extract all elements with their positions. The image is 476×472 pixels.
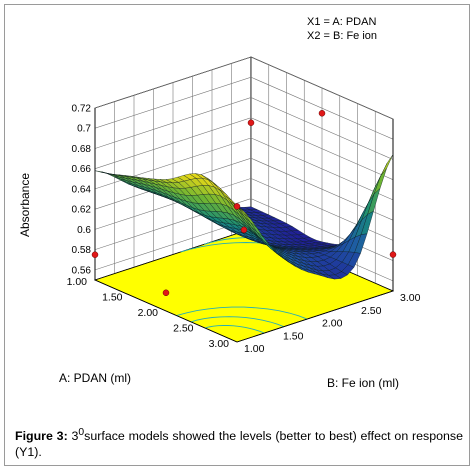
- legend-line-x2: X2 = B: Fe ion: [307, 30, 378, 42]
- axes-box: [93, 56, 395, 343]
- design-point: [162, 289, 170, 297]
- surface-plot: 0.56 0.58 0.6 0.62 0.64 0.66 0.68 0.7 0.72 1.00 1.…: [18, 56, 421, 391]
- x-axis-title: A: PDAN (ml): [59, 371, 131, 385]
- tick-label-pdan: 3.00: [209, 338, 230, 350]
- floor-contour-line: [204, 325, 265, 334]
- caption-label: Figure 3:: [15, 429, 68, 444]
- design-point: [233, 203, 241, 210]
- tick-label-absorbance: 0.72: [72, 104, 92, 115]
- factor-legend: X1 = A: PDAN X2 = B: Fe ion: [307, 15, 377, 43]
- tick-label-pdan: 1.50: [102, 292, 123, 304]
- tick-label-absorbance: 0.66: [72, 164, 92, 175]
- figure-panel: 0.56 0.58 0.6 0.62 0.64 0.66 0.68 0.7 0.72 1.00 1.…: [4, 4, 470, 466]
- tick-label-absorbance: 0.7: [77, 124, 91, 135]
- legend-line-x1: X1 = A: PDAN: [307, 16, 377, 28]
- caption-prefix: 3: [71, 429, 79, 444]
- tick-label-absorbance: 0.64: [72, 184, 92, 195]
- z-axis-title: Absorbance: [18, 173, 32, 237]
- tick-label-absorbance: 0.58: [72, 245, 92, 256]
- design-point: [318, 110, 326, 117]
- tick-label-pdan: 2.50: [173, 323, 194, 335]
- axis-edge: [236, 290, 394, 343]
- gridline-z: [94, 97, 394, 160]
- gridline-z: [94, 178, 394, 241]
- gridline-z: [94, 117, 394, 180]
- design-point: [240, 226, 248, 234]
- response-surface: [94, 154, 394, 280]
- tick-label-fe: 1.00: [244, 343, 265, 355]
- gridline-z: [94, 157, 394, 221]
- caption-text: surface models showed the levels (better…: [15, 429, 463, 460]
- tick-label-pdan: 2.00: [138, 307, 159, 319]
- floor-contour-line: [176, 306, 308, 320]
- floor-contour-line: [190, 316, 284, 328]
- tick-label-pdan: 1.00: [67, 276, 88, 288]
- figure-caption: Figure 3: 30surface models showed the le…: [15, 425, 463, 460]
- axis-edge: [94, 279, 238, 343]
- tick-label-absorbance: 0.62: [72, 205, 92, 216]
- tick-label-fe: 3.00: [400, 292, 421, 304]
- caption-superscript: 0: [78, 427, 85, 438]
- gridline-z: [94, 56, 394, 120]
- gridline-z: [94, 76, 394, 140]
- tick-label-absorbance: 0.68: [72, 144, 92, 155]
- tick-label-absorbance: 0.56: [72, 265, 92, 276]
- design-point: [91, 251, 99, 258]
- design-points: [91, 110, 397, 297]
- tick-label-fe: 1.50: [283, 330, 304, 342]
- design-point: [389, 251, 397, 258]
- axis-labels: 0.56 0.58 0.6 0.62 0.64 0.66 0.68 0.7 0.72 1.00 1.…: [18, 104, 421, 391]
- y-axis-title: B: Fe ion (ml): [327, 376, 399, 390]
- tick-label-fe: 2.50: [361, 305, 382, 317]
- design-point: [247, 119, 255, 127]
- gridline-z: [94, 137, 394, 201]
- tick-label-fe: 2.00: [322, 318, 343, 330]
- tick-label-absorbance: 0.6: [77, 225, 91, 236]
